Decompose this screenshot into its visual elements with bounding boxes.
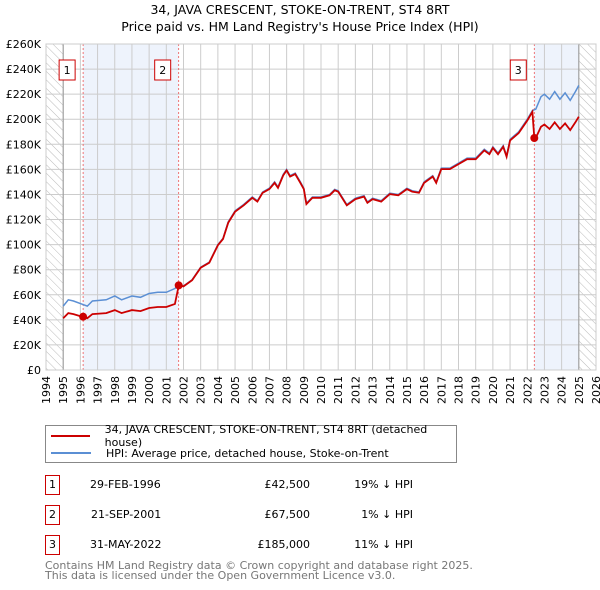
transaction-row: 1 29-FEB-1996 £42,500 19% ↓ HPI — [45, 475, 465, 497]
sale-point — [530, 134, 539, 143]
x-tick-label: 2017 — [435, 376, 448, 404]
price-chart: 1994 1995 1996 1997 1998 1999 2000 2001 2002 2003… — [6, 38, 600, 404]
y-tick-label: £220K — [6, 88, 42, 101]
transaction-delta: 19% ↓ HPI — [354, 478, 413, 491]
x-tick-label: 2012 — [349, 376, 362, 404]
x-tick-label: 2013 — [367, 376, 380, 404]
x-tick-label: 2009 — [298, 376, 311, 404]
hpi-legend-swatch — [51, 452, 91, 454]
transaction-date: 31-MAY-2022 — [90, 538, 162, 551]
y-tick-label: £60K — [13, 289, 42, 302]
ownership-shade — [534, 44, 579, 370]
marker-badge: 3 — [45, 535, 60, 555]
property-price-line — [62, 108, 580, 320]
x-tick-label: 2002 — [178, 376, 191, 404]
x-tick-label: 2003 — [195, 376, 208, 404]
legend: 34, JAVA CRESCENT, STOKE-ON-TRENT, ST4 8… — [45, 423, 457, 463]
sale-marker-box — [58, 59, 76, 81]
x-tick-label: 2026 — [590, 376, 600, 404]
x-tick-label: 2019 — [470, 376, 483, 404]
x-tick-label: 2006 — [246, 376, 259, 404]
y-tick-label: £80K — [13, 264, 42, 277]
property-legend-swatch — [51, 435, 90, 437]
transaction-price: £42,500 — [264, 478, 311, 491]
x-tick-label: 2024 — [556, 376, 569, 404]
marker-badge: 1 — [45, 475, 60, 495]
transaction-date: 21-SEP-2001 — [91, 508, 162, 521]
x-tick-label: 1997 — [92, 376, 105, 404]
y-tick-label: £140K — [6, 188, 42, 201]
x-tick-label: 2016 — [418, 376, 431, 404]
y-tick-label: £180K — [6, 138, 42, 151]
x-tick-label: 2008 — [281, 376, 294, 404]
transaction-row: 2 21-SEP-2001 £67,500 1% ↓ HPI — [45, 505, 465, 527]
chart-title: 34, JAVA CRESCENT, STOKE-ON-TRENT, ST4 8… — [150, 2, 450, 17]
transaction-price: £67,500 — [264, 508, 311, 521]
x-tick-label: 1996 — [74, 376, 87, 404]
x-tick-label: 2020 — [487, 376, 500, 404]
y-tick-label: £0 — [27, 364, 41, 377]
x-tick-label: 1998 — [109, 376, 122, 404]
x-tick-label: 2021 — [504, 376, 517, 404]
x-tick-label: 2023 — [538, 376, 551, 404]
sale-point — [79, 312, 88, 321]
x-tick-label: 1995 — [57, 376, 70, 404]
footer-copyright: Contains HM Land Registry data © Crown c… — [45, 559, 473, 572]
x-tick-label: 2011 — [332, 376, 345, 404]
legend-property: 34, JAVA CRESCENT, STOKE-ON-TRENT, ST4 8… — [104, 423, 428, 449]
x-tick-label: 1999 — [126, 376, 139, 404]
x-tick-label: 2018 — [453, 376, 466, 404]
y-tick-label: £40K — [13, 314, 42, 327]
sale-marker-box — [154, 59, 172, 81]
no-data-hatch — [578, 44, 596, 370]
x-tick-label: 2014 — [384, 376, 397, 404]
legend-hpi: HPI: Average price, detached house, Stok… — [106, 446, 389, 460]
x-tick-label: 2025 — [573, 376, 586, 404]
chart-subtitle: Price paid vs. HM Land Registry's House … — [121, 19, 479, 34]
x-tick-label: 2010 — [315, 376, 328, 404]
x-tick-label: 2015 — [401, 376, 414, 404]
transaction-delta: 1% ↓ HPI — [361, 508, 413, 521]
transaction-row: 3 31-MAY-2022 £185,000 11% ↓ HPI — [45, 535, 465, 557]
sale-marker-label: 2 — [159, 64, 166, 77]
transaction-price: £185,000 — [257, 538, 311, 551]
ownership-shade — [83, 44, 179, 370]
y-tick-label: £20K — [13, 339, 42, 352]
plot-border — [45, 43, 597, 371]
transaction-date: 29-FEB-1996 — [90, 478, 161, 491]
y-tick-label: £240K — [6, 63, 42, 76]
sale-marker-label: 3 — [515, 64, 522, 77]
x-tick-label: 2022 — [521, 376, 534, 404]
sale-marker-box — [509, 59, 527, 81]
y-tick-label: £260K — [6, 38, 42, 51]
x-tick-label: 2007 — [263, 376, 276, 404]
y-tick-label: £120K — [6, 214, 42, 227]
transaction-delta: 11% ↓ HPI — [354, 538, 413, 551]
x-tick-label: 2004 — [212, 376, 225, 404]
y-tick-label: £200K — [6, 113, 42, 126]
sale-point — [174, 281, 183, 290]
x-tick-label: 2001 — [160, 376, 173, 404]
sale-marker-label: 1 — [64, 64, 71, 77]
x-tick-label: 2000 — [143, 376, 156, 404]
y-tick-label: £100K — [6, 239, 42, 252]
y-tick-label: £160K — [6, 163, 42, 176]
no-data-hatch — [46, 44, 64, 370]
x-tick-label: 2005 — [229, 376, 242, 404]
marker-badge: 2 — [45, 505, 60, 525]
x-tick-label: 1994 — [40, 376, 53, 404]
footer-licence: This data is licensed under the Open Gov… — [45, 569, 396, 582]
